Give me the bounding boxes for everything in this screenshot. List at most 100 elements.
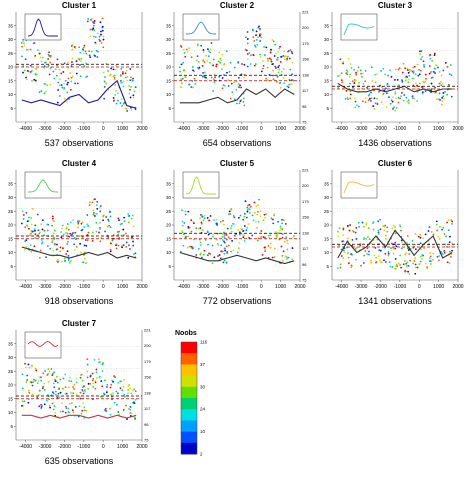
scatter-point <box>224 249 227 252</box>
cluster-panel: Cluster 3 -4000 -3000 -2000 -1000 0 1000 2000 5 1… <box>316 0 474 158</box>
scatter-point <box>181 230 184 232</box>
scatter-point <box>125 245 128 248</box>
scatter-point <box>350 264 353 267</box>
scatter-point <box>234 234 237 237</box>
scatter-point <box>102 214 105 217</box>
scatter-point <box>186 246 189 249</box>
scatter-point <box>278 47 281 50</box>
scatter-point <box>264 250 267 253</box>
scatter-point <box>274 65 277 68</box>
scatter-point <box>94 36 97 38</box>
scatter-point <box>252 219 255 222</box>
scatter-point <box>259 215 262 218</box>
scatter-point <box>26 224 28 227</box>
scatter-point <box>187 226 190 228</box>
x-tick-label: 1000 <box>275 284 286 290</box>
scatter-point <box>394 91 397 93</box>
scatter-point <box>276 74 279 77</box>
scatter-point <box>77 222 80 224</box>
scatter-point <box>215 65 218 68</box>
scatter-point <box>225 233 228 236</box>
scatter-point <box>429 57 432 60</box>
scatter-point <box>36 382 39 385</box>
scatter-point <box>406 69 409 71</box>
scatter-point <box>226 251 229 253</box>
scatter-point <box>222 219 224 222</box>
scatter-point <box>43 92 46 95</box>
scatter-point <box>221 233 224 235</box>
scatter-point <box>394 241 397 244</box>
scatter-point <box>73 248 76 251</box>
scatter-point <box>238 86 240 89</box>
colorbar-frame <box>180 341 198 455</box>
scatter-point <box>419 233 422 236</box>
scatter-point <box>277 66 280 69</box>
scatter-point <box>363 237 366 239</box>
scatter-point <box>49 406 52 409</box>
scatter-point <box>449 64 452 66</box>
scatter-point <box>384 261 387 263</box>
scatter-point <box>221 77 224 79</box>
scatter-point <box>285 236 288 239</box>
scatter-point <box>130 412 133 415</box>
scatter-point <box>84 239 87 241</box>
scatter-point <box>403 94 406 96</box>
scatter-point <box>92 27 95 30</box>
scatter-point <box>432 70 435 73</box>
scatter-point <box>54 68 57 71</box>
scatter-point <box>421 56 424 58</box>
scatter-point <box>99 226 101 229</box>
scatter-point <box>451 222 453 225</box>
scatter-point <box>130 76 132 79</box>
x-tick-label: -2000 <box>374 284 387 290</box>
scatter-point <box>45 399 48 402</box>
scatter-point <box>179 70 181 73</box>
scatter-point <box>81 236 84 238</box>
scatter-point <box>282 219 285 222</box>
scatter-point <box>279 86 282 89</box>
scatter-point <box>248 52 251 54</box>
scatter-point <box>218 254 221 256</box>
scatter-point <box>238 102 241 105</box>
scatter-point <box>447 229 450 232</box>
scatter-point <box>119 223 122 226</box>
scatter-point <box>56 396 59 399</box>
scatter-point <box>282 250 285 253</box>
scatter-point <box>361 75 363 78</box>
x-tick-label: 2000 <box>136 126 147 132</box>
y-right-tick-label: 158 <box>302 215 309 220</box>
scatter-point <box>64 386 67 389</box>
scatter-point <box>260 236 263 238</box>
scatter-point <box>26 220 29 223</box>
scatter-point <box>223 84 226 87</box>
scatter-point <box>263 54 266 57</box>
scatter-point <box>188 83 191 86</box>
scatter-point <box>443 97 445 100</box>
scatter-point <box>407 99 410 102</box>
scatter-point <box>132 96 135 99</box>
scatter-point <box>67 259 70 262</box>
scatter-point <box>233 216 236 219</box>
scatter-point <box>265 213 267 215</box>
scatter-point <box>101 29 104 32</box>
scatter-point <box>437 235 440 238</box>
scatter-point <box>79 376 82 379</box>
scatter-point <box>272 222 275 225</box>
scatter-point <box>110 242 112 245</box>
y-tick-label: 15 <box>166 78 172 83</box>
scatter-point <box>386 230 389 233</box>
scatter-point <box>87 225 90 227</box>
scatter-point <box>426 267 429 270</box>
scatter-point <box>411 97 414 99</box>
scatter-point <box>33 78 36 81</box>
scatter-point <box>215 63 218 66</box>
scatter-point <box>185 48 188 51</box>
scatter-point <box>253 201 256 204</box>
scatter-point <box>438 255 441 257</box>
y-tick-label: 20 <box>324 223 330 228</box>
scatter-point <box>96 32 99 35</box>
colorbar-segment <box>181 353 197 365</box>
scatter-point <box>52 382 55 385</box>
scatter-point <box>89 374 92 377</box>
scatter-point <box>102 35 105 38</box>
